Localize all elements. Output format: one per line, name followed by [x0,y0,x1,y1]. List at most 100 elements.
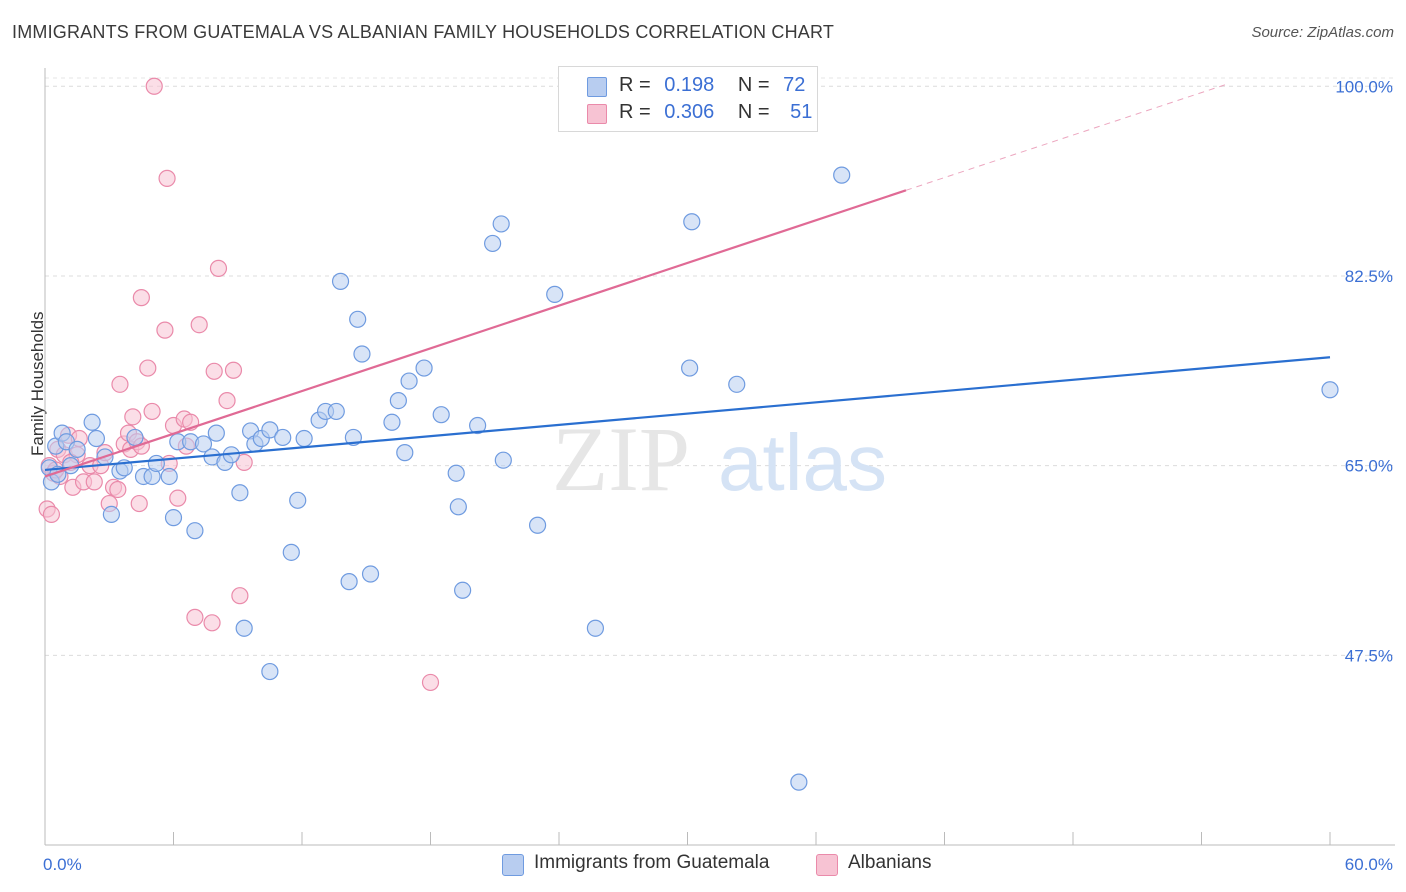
data-point-guatemala [681,359,699,377]
data-point-guatemala [546,285,564,303]
r-value: 0.306 [664,101,715,123]
data-point-guatemala [261,662,279,681]
data-point-guatemala [400,372,418,390]
data-point-albanians [139,359,157,377]
data-point-albanians [111,375,129,393]
y-tick-label: 82.5% [1345,267,1393,286]
data-point-albanians [224,361,243,379]
data-point-albanians [143,402,161,421]
data-point-albanians [169,489,187,507]
data-point-albanians [109,480,127,499]
data-point-albanians [421,673,440,692]
data-point-guatemala [415,359,433,377]
data-point-guatemala [1321,381,1339,399]
data-point-guatemala [231,484,249,502]
data-point-guatemala [492,215,510,233]
trendline-guatemala [44,356,1331,472]
data-point-guatemala [790,773,808,791]
n-value: 51 [790,101,813,123]
data-point-guatemala [102,505,120,524]
chart-title: IMMIGRANTS FROM GUATEMALA VS ALBANIAN FA… [12,22,835,42]
data-point-guatemala [349,310,367,328]
data-point-guatemala [186,522,204,540]
data-point-guatemala [261,421,279,439]
data-point-guatemala [344,428,362,447]
data-point-albanians [186,608,204,626]
y-tick-label: 47.5% [1345,646,1393,665]
watermark-atlas: atlas [718,418,887,507]
watermark: ZIP atlas [552,408,887,510]
legend-swatch-guatemala [587,77,607,97]
source-credit: Source: ZipAtlas.com [1251,24,1394,41]
watermark-zip: ZIP [552,408,690,510]
legend-swatch [502,854,524,876]
data-point-guatemala [389,391,407,410]
data-point-albanians [231,587,249,605]
data-point-albanians [235,453,253,471]
legend-swatch-albanians [587,104,607,124]
y-tick-label: 65.0% [1345,457,1393,476]
data-point-albanians [42,505,61,524]
data-point-guatemala [295,429,313,448]
legend-label: Immigrants from Guatemala [534,852,770,873]
data-point-albanians [85,473,103,491]
legend-item-albanians[interactable]: Albanians [816,852,932,876]
trendline-albanians [44,189,907,478]
legend-row-albanians: R = 0.306 N = 51 [619,101,812,125]
data-point-guatemala [327,402,345,421]
data-point-albanians [132,289,150,307]
n-value: 72 [783,74,806,96]
data-point-guatemala [282,543,300,561]
data-point-guatemala [331,272,350,290]
data-point-guatemala [164,509,183,527]
trendline-albanians-extension [905,83,1228,191]
data-point-guatemala [126,428,144,447]
data-point-guatemala [528,516,547,534]
r-label: R = [619,101,651,123]
data-point-guatemala [454,581,472,599]
data-point-albanians [156,321,174,339]
legend-row-guatemala: R = 0.198 N = 72 [619,74,805,98]
legend-label: Albanians [848,852,932,873]
data-point-guatemala [289,491,307,509]
data-point-guatemala [396,444,414,462]
y-tick-label: 100.0% [1335,77,1393,96]
data-point-guatemala [494,451,512,469]
data-point-guatemala [432,406,450,424]
data-point-guatemala [361,565,380,583]
data-point-guatemala [194,435,213,453]
data-point-guatemala [207,424,225,442]
correlation-legend: R = 0.198 N = 72 R = 0.306 N = 51 [558,66,818,132]
data-point-albanians [190,316,208,334]
data-point-guatemala [728,375,746,393]
x-tick-label: 60.0% [1345,855,1393,874]
n-label: N = [737,74,770,96]
data-point-albanians [218,391,236,410]
data-point-guatemala [160,467,178,486]
legend-swatch [816,854,838,876]
data-point-guatemala [147,454,165,473]
data-point-guatemala [340,573,358,591]
data-point-albanians [209,259,228,277]
data-point-guatemala [449,498,467,516]
data-point-albanians [158,169,176,187]
x-tick-label: 0.0% [43,855,82,874]
legend-item-guatemala[interactable]: Immigrants from Guatemala [502,852,770,876]
data-point-guatemala [469,416,487,435]
data-point-guatemala [87,429,106,448]
data-point-albanians [203,614,221,632]
r-label: R = [619,74,651,96]
data-point-guatemala [83,413,101,431]
data-point-guatemala [235,619,253,637]
data-point-albanians [130,494,148,513]
data-point-albanians [205,362,223,380]
data-point-albanians [145,77,163,95]
data-point-guatemala [833,166,851,184]
data-point-guatemala [484,234,502,253]
data-point-guatemala [274,428,292,447]
data-point-guatemala [447,464,465,482]
data-point-guatemala [586,619,605,637]
data-point-guatemala [383,413,401,431]
data-point-guatemala [683,213,701,231]
